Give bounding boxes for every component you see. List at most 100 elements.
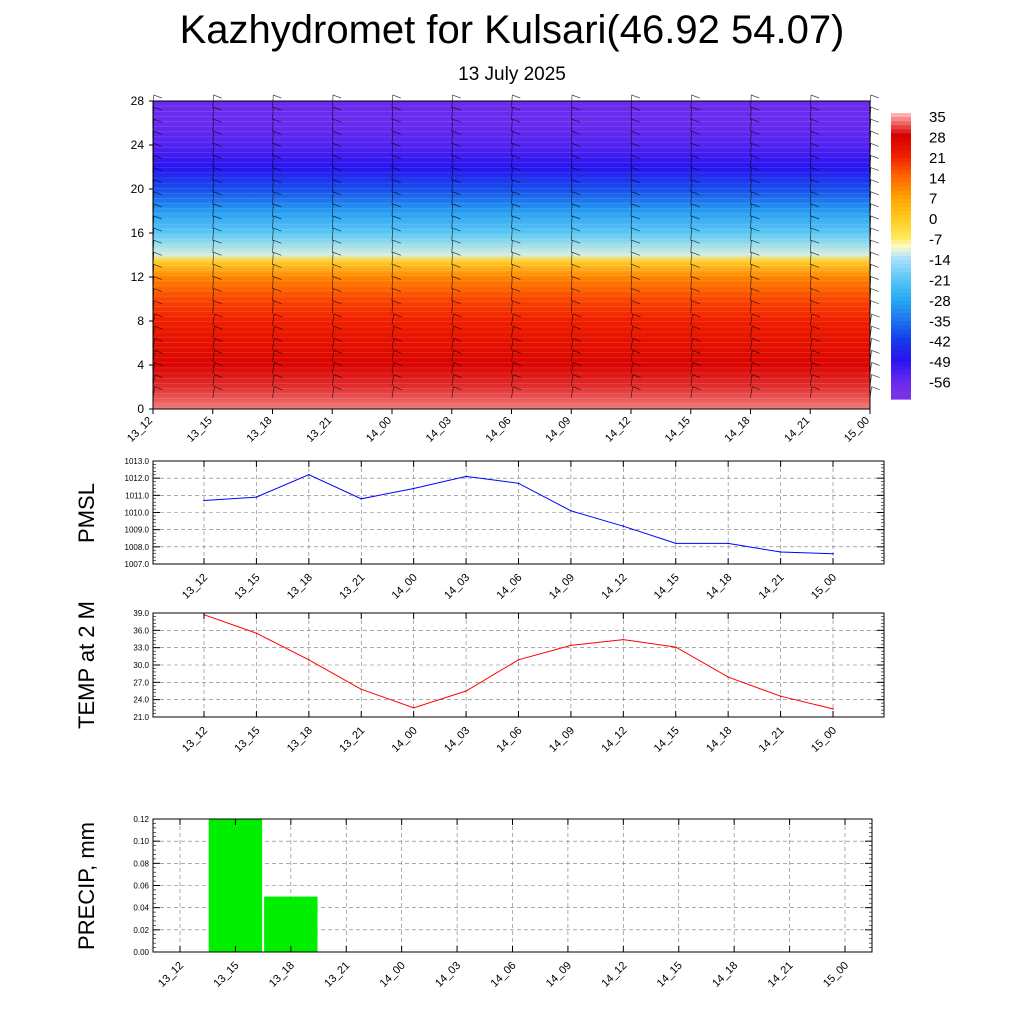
wind-barb [511, 215, 521, 229]
wind-barb [212, 94, 222, 108]
colorbar-swatch [891, 235, 911, 241]
colorbar-swatch [891, 113, 911, 118]
wind-barb [630, 239, 640, 253]
y-tick-label: 39.0 [133, 609, 149, 618]
data-point [570, 509, 572, 512]
wind-barb [331, 251, 342, 265]
y-tick-label: 0.06 [133, 882, 149, 891]
data-point [832, 552, 834, 555]
wind-barb [272, 325, 283, 338]
wind-barb [331, 203, 342, 217]
wind-barb [391, 239, 401, 253]
wind-barb [690, 130, 700, 144]
x-tick-label: 13_18 [245, 415, 275, 445]
x-tick-label: 14_09 [544, 960, 574, 990]
wind-barb [272, 300, 282, 314]
wind-barb [630, 142, 640, 157]
colorbar-label: -14 [929, 252, 951, 269]
data-point [412, 706, 415, 709]
wind-barb [391, 215, 401, 229]
colorbar-swatch [891, 358, 911, 363]
wind-barb [570, 239, 581, 253]
wind-barb [451, 106, 461, 120]
wind-barb [750, 142, 760, 157]
x-tick-label: 13_18 [285, 725, 315, 755]
wind-barb [570, 227, 581, 241]
wind-barb [272, 130, 282, 144]
wind-barb [511, 167, 521, 181]
wind-barb [331, 155, 342, 169]
wind-barb [511, 155, 521, 169]
wind-barb [690, 263, 700, 278]
wind-barb [212, 239, 222, 253]
x-tick-label: 14_21 [757, 572, 787, 602]
wind-barb [570, 276, 581, 290]
data-point [255, 496, 258, 498]
x-tick-label: 14_03 [442, 572, 472, 602]
wind-barb [750, 227, 760, 241]
wind-barb [690, 167, 700, 181]
x-tick-label: 14_03 [442, 725, 472, 755]
y-tick-label: 1008.0 [125, 543, 150, 552]
wind-barb [750, 325, 761, 338]
colorbar-swatch [891, 309, 911, 314]
wind-barb [272, 251, 282, 265]
wind-barb [152, 362, 163, 374]
wind-barb [809, 227, 820, 241]
wind-barb [809, 118, 820, 132]
x-tick-label: 14_15 [652, 572, 682, 602]
wind-barb [331, 94, 342, 108]
wind-barb [451, 227, 461, 241]
colorbar-swatch [891, 166, 911, 171]
x-tick-label: 14_06 [495, 572, 525, 602]
wind-barb [570, 215, 581, 229]
wind-barb [451, 313, 462, 326]
wind-barb [750, 215, 760, 229]
wind-barb [570, 300, 581, 314]
x-tick-label: 13_15 [232, 572, 262, 602]
wind-barb [272, 374, 283, 386]
wind-barb [391, 251, 401, 265]
x-tick-label: 14_21 [757, 725, 787, 755]
wind-barb [570, 251, 581, 265]
wind-barb [630, 276, 640, 290]
data-point [465, 475, 467, 478]
wind-barb [331, 215, 342, 229]
wind-barb [391, 300, 401, 314]
wind-barb [451, 386, 462, 399]
wind-barb [869, 288, 879, 302]
wind-barb [630, 337, 641, 350]
wind-barb [331, 300, 342, 314]
y-tick-label: 1011.0 [125, 491, 149, 500]
wind-barb [869, 386, 880, 399]
wind-barb [451, 276, 461, 290]
wind-barb [272, 349, 283, 362]
y-tick-label: 0.02 [133, 926, 149, 935]
colorbar-swatch [891, 219, 911, 224]
wind-barb [272, 155, 282, 169]
wind-barb [272, 386, 283, 399]
x-tick-label: 13_18 [267, 960, 297, 990]
x-tick-label: 13_12 [180, 725, 210, 755]
wind-barb [750, 288, 760, 302]
wind-barb [809, 251, 820, 265]
y-tick-label: 0.08 [133, 859, 149, 868]
wind-barb [630, 300, 640, 314]
wind-barb [212, 276, 222, 290]
pmsl-panel: 1007.0 1008.0 1009.0 1010.0 1011.0 1012.0 1013… [74, 457, 885, 602]
wind-barb [690, 118, 700, 132]
wind-barb [690, 239, 700, 253]
x-tick-label: 14_18 [704, 725, 734, 755]
wind-barb [511, 337, 522, 350]
colorbar-swatch [891, 317, 911, 322]
wind-barb [272, 118, 282, 132]
wind-barb [869, 167, 879, 181]
wind-barb [690, 386, 701, 399]
wind-barb [869, 263, 879, 278]
wind-barb [152, 349, 163, 362]
wind-barb [511, 191, 521, 205]
colorbar-swatch [891, 325, 911, 331]
wind-barb [451, 300, 461, 314]
data-point [779, 695, 782, 697]
